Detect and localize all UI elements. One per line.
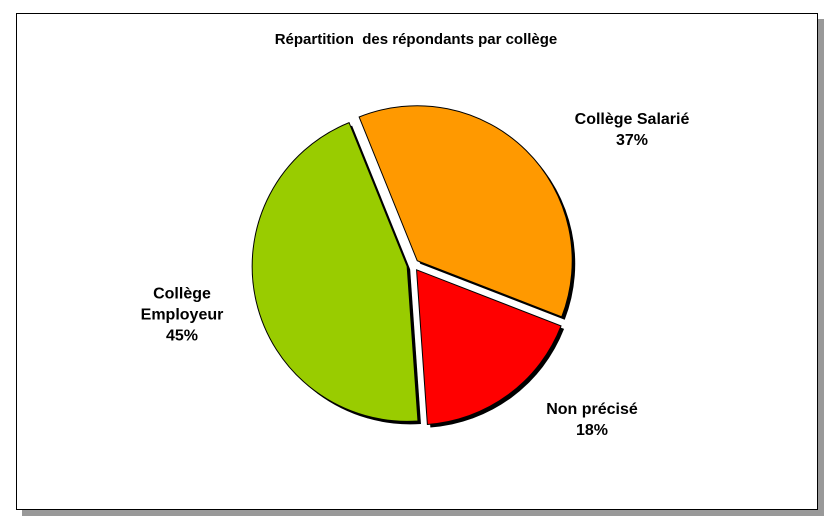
chart-frame: [16, 13, 818, 510]
category-label: Collège Salarié: [574, 111, 690, 128]
value-label: 45%: [165, 327, 199, 345]
category-label: Collège Employeur: [140, 285, 224, 324]
category-label: Non précisé: [546, 401, 638, 418]
chart-title: Répartition des répondants par collège: [274, 31, 558, 48]
slice-label: Collège Salarié 37%: [552, 109, 712, 151]
value-label: 18%: [575, 422, 609, 439]
slice-label: Non précisé 18%: [527, 399, 657, 441]
value-label: 37%: [615, 132, 649, 149]
slice: [251, 121, 419, 422]
slice-label: Collège Employeur 45%: [127, 284, 237, 347]
slice: [416, 269, 562, 425]
slice: [358, 105, 573, 318]
